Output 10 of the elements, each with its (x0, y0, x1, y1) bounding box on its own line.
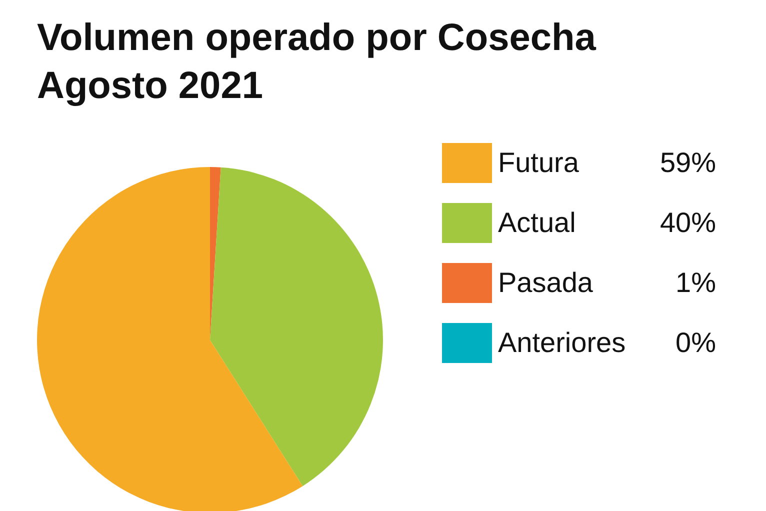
legend-label: Actual (498, 207, 577, 239)
data-label: 59% (658, 147, 716, 179)
text: 0% (676, 327, 716, 358)
data-label: 40% (658, 207, 716, 239)
legend-label: Pasada (498, 267, 594, 299)
legend-label: Futura (498, 147, 580, 179)
chart-title: Volumen operado por Cosecha (37, 16, 596, 61)
chart-subtitle: Agosto 2021 (37, 64, 264, 109)
legend-label: Anteriores (498, 327, 627, 359)
data-label: 1% (674, 267, 716, 299)
